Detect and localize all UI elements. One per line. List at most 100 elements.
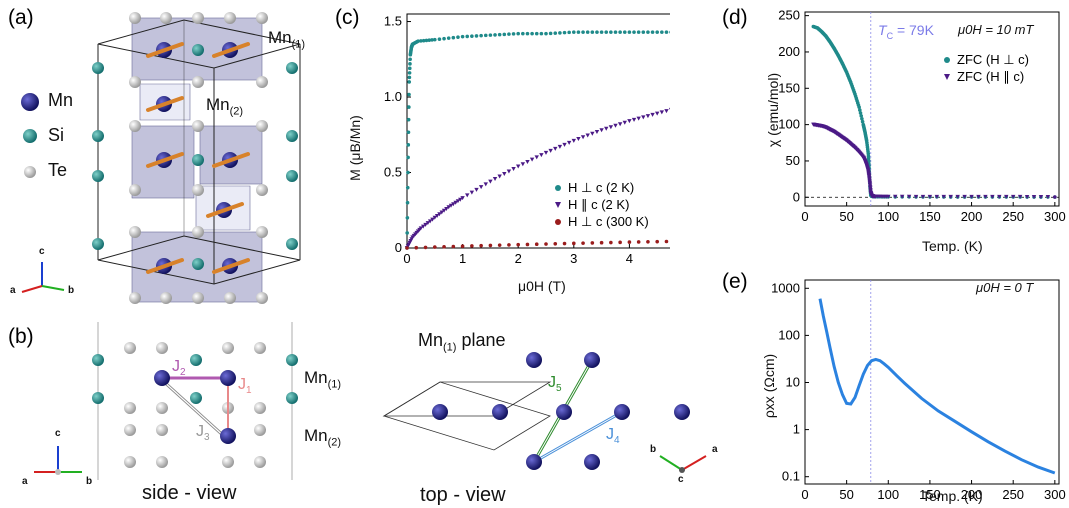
data-point	[407, 80, 412, 84]
data-point	[553, 31, 558, 35]
legend-label: H ⊥ c (300 K)	[568, 214, 649, 229]
data-point	[408, 62, 412, 66]
side-mn1-label: Mn(1)	[304, 368, 342, 391]
plot-frame	[406, 13, 670, 249]
data-point	[425, 221, 431, 226]
data-point	[433, 37, 437, 42]
data-point	[529, 157, 535, 162]
data-point	[488, 179, 493, 184]
data-point	[405, 185, 410, 190]
data-point	[668, 107, 670, 110]
mn1-site-label: Mn(1)	[268, 28, 306, 51]
data-point	[562, 241, 567, 246]
data-point	[1038, 194, 1044, 199]
data-point	[446, 205, 451, 210]
data-point	[857, 105, 861, 109]
data-point	[1045, 194, 1051, 199]
data-point	[539, 153, 544, 158]
data-point	[423, 245, 428, 250]
data-point	[636, 116, 641, 121]
j4-label: J4	[606, 426, 620, 447]
legend-label: H ∥ c (2 K)	[568, 197, 629, 212]
data-point	[530, 31, 534, 36]
data-point	[423, 222, 428, 227]
data-point	[632, 30, 636, 34]
y-tick-label: 1000	[771, 280, 800, 295]
data-point	[1024, 194, 1030, 199]
data-point	[511, 166, 516, 171]
data-point	[506, 169, 512, 174]
data-point	[534, 155, 539, 160]
y-tick-label: 250	[778, 8, 800, 23]
data-point	[507, 32, 511, 36]
data-point	[920, 194, 926, 199]
data-point	[427, 219, 433, 224]
side-axis-a: a	[22, 476, 28, 487]
data-point	[636, 240, 641, 244]
data-point	[439, 210, 444, 215]
x-tick-label: 300	[1044, 209, 1066, 224]
data-point	[636, 30, 641, 34]
data-point	[567, 30, 571, 35]
data-point	[516, 242, 520, 247]
top-axis-c: c	[678, 474, 684, 485]
data-point	[405, 216, 410, 220]
x-tick-label: 0	[403, 251, 410, 266]
data-point	[488, 33, 493, 37]
data-point	[405, 231, 409, 235]
data-point	[539, 31, 544, 36]
data-point	[627, 119, 632, 124]
data-point	[405, 246, 409, 250]
data-point	[941, 194, 946, 199]
x-tick-label: 1	[459, 251, 466, 266]
data-point	[479, 243, 483, 248]
exchange-paths-figure	[34, 322, 707, 480]
top-axis-a: a	[712, 444, 718, 455]
data-point	[548, 148, 553, 153]
legend-label: H ⊥ c (2 K)	[568, 180, 634, 195]
data-point	[406, 170, 410, 175]
data-point	[421, 224, 426, 229]
data-point	[493, 33, 497, 37]
data-point	[414, 245, 419, 250]
data-point	[474, 187, 479, 192]
x-tick-label: 3	[570, 251, 577, 266]
y-tick-label: 0.5	[384, 165, 402, 180]
data-point	[421, 38, 426, 43]
data-point	[631, 117, 637, 122]
data-point	[934, 194, 940, 199]
magnetization-chart: 01234500.51.01.5H ⊥ c (2 K)H ∥ c (2 K)H …	[384, 13, 670, 266]
data-point	[525, 31, 530, 36]
data-point	[516, 164, 521, 169]
data-point	[581, 30, 585, 34]
data-point	[451, 244, 456, 249]
data-point	[444, 207, 449, 211]
data-point	[437, 37, 442, 41]
data-point	[650, 30, 655, 34]
plot-frame	[804, 11, 1060, 207]
data-point	[544, 31, 548, 36]
y-tick-label: 200	[778, 44, 800, 59]
data-point	[427, 38, 432, 42]
data-point	[660, 30, 664, 34]
legend-marker	[944, 74, 950, 80]
legend-marker	[944, 57, 950, 63]
data-point	[520, 162, 526, 167]
x-tick-label: 200	[961, 209, 983, 224]
data-point	[534, 31, 539, 36]
data-point	[655, 111, 660, 116]
data-point	[655, 239, 659, 244]
data-point	[432, 215, 437, 220]
x-tick-label: 150	[919, 209, 941, 224]
data-point	[622, 30, 627, 34]
data-point	[595, 30, 599, 34]
x-tick-label: 100	[877, 487, 899, 502]
data-point	[906, 194, 912, 199]
data-point	[913, 194, 919, 199]
data-point	[405, 200, 410, 205]
data-point	[469, 190, 475, 195]
crystal-structure-figure	[21, 12, 301, 304]
data-point	[618, 240, 622, 245]
data-point	[442, 36, 446, 41]
chart-e-field-label: μ0H = 0 T	[976, 280, 1034, 295]
